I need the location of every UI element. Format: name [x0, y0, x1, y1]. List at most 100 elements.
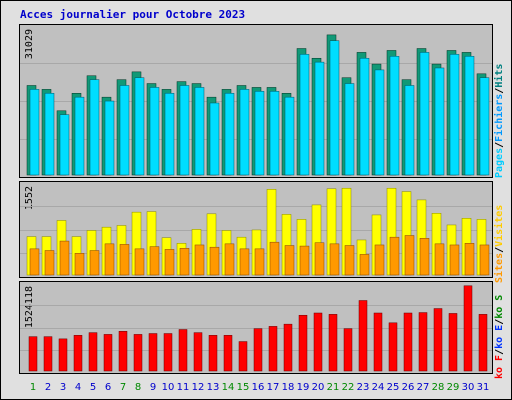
bar-fichiers	[419, 52, 430, 176]
bar-sites	[74, 253, 85, 276]
bar-sites	[404, 235, 415, 276]
bar-kof	[28, 336, 38, 372]
bar-kof	[343, 328, 353, 372]
bar-kof	[403, 312, 413, 372]
legend-visites: Visites	[494, 204, 505, 247]
bar-sites	[479, 244, 490, 276]
day-label: 10	[161, 382, 175, 393]
legend-fichiers: Fichiers	[494, 93, 505, 142]
legend-kos: ko S	[494, 294, 505, 319]
bar-sites	[149, 246, 160, 276]
bar-fichiers	[254, 91, 265, 176]
day-label: 11	[176, 382, 190, 393]
kb-legend: ko F/ko E/ko S	[494, 279, 510, 379]
bar-fichiers	[89, 79, 100, 176]
bar-fichiers	[404, 85, 415, 176]
day-label: 31	[476, 382, 490, 393]
day-label: 26	[401, 382, 415, 393]
kb-panel: 1524118	[19, 281, 493, 374]
legend-slash: /	[494, 141, 505, 148]
bar-sites	[464, 243, 475, 276]
bar-sites	[419, 238, 430, 276]
bar-fichiers	[164, 93, 175, 176]
bar-sites	[179, 248, 190, 276]
bar-fichiers	[119, 85, 130, 176]
bar-kof	[58, 338, 68, 372]
kb-chart	[20, 285, 492, 372]
bar-sites	[134, 248, 145, 276]
day-label: 9	[149, 382, 157, 393]
legend-slash: /	[494, 318, 505, 325]
bar-kof	[313, 312, 323, 372]
bar-sites	[299, 245, 310, 276]
bar-fichiers	[299, 54, 310, 176]
legend-slash: /	[494, 246, 505, 253]
day-label: 25	[386, 382, 400, 393]
bar-sites	[284, 245, 295, 276]
hits-legend: Pages/Fichiers/Hits	[494, 24, 510, 178]
day-label: 20	[311, 382, 325, 393]
day-label: 24	[371, 382, 385, 393]
day-label: 5	[89, 382, 97, 393]
bar-kof	[373, 312, 383, 372]
bar-sites	[59, 240, 70, 276]
bar-sites	[44, 250, 55, 276]
bar-sites	[314, 242, 325, 276]
bar-sites	[89, 250, 100, 276]
bar-sites	[449, 244, 460, 276]
legend-hits: Hits	[494, 63, 505, 88]
day-label: 4	[74, 382, 82, 393]
day-label: 28	[431, 382, 445, 393]
bar-fichiers	[74, 96, 85, 176]
bar-fichiers	[389, 56, 400, 176]
day-label: 2	[44, 382, 52, 393]
day-label: 19	[296, 382, 310, 393]
day-label: 27	[416, 382, 430, 393]
bar-sites	[374, 244, 385, 276]
bar-kof	[358, 300, 368, 372]
bar-sites	[224, 243, 235, 276]
day-label: 21	[326, 382, 340, 393]
bar-kof	[163, 333, 173, 372]
bar-fichiers	[269, 91, 280, 176]
bar-kof	[223, 335, 233, 372]
bar-kof	[388, 322, 398, 372]
bar-kof	[133, 334, 143, 372]
bar-fichiers	[59, 114, 70, 176]
bar-kof	[88, 332, 98, 372]
bar-kof	[193, 332, 203, 372]
bar-kof	[208, 335, 218, 372]
bar-kof	[253, 328, 263, 372]
hits-chart	[20, 34, 492, 176]
day-label: 13	[206, 382, 220, 393]
day-label: 22	[341, 382, 355, 393]
bar-sites	[269, 241, 280, 276]
bar-fichiers	[239, 89, 250, 176]
day-axis: 1 2 3 4 5 6 7 8 9 10 11 12 13 14 15 16 17 18 19 20 21 22 23 24 2…	[1, 382, 511, 396]
bar-kof	[298, 314, 308, 372]
bar-fichiers	[104, 100, 115, 176]
bar-sites	[254, 248, 265, 276]
legend-slash: /	[494, 87, 505, 94]
legend-koe: ko E	[494, 324, 505, 349]
bar-fichiers	[224, 93, 235, 176]
bar-kof	[283, 323, 293, 372]
bar-kof	[478, 314, 488, 372]
bar-kof	[118, 331, 128, 372]
bar-sites	[104, 243, 115, 276]
bar-fichiers	[314, 61, 325, 176]
bar-fichiers	[359, 57, 370, 176]
day-label: 14	[221, 382, 235, 393]
day-label: 8	[134, 382, 142, 393]
day-label: 6	[104, 382, 112, 393]
bar-fichiers	[374, 69, 385, 176]
bar-fichiers	[179, 85, 190, 176]
bar-kof	[73, 335, 83, 372]
bar-sites	[194, 244, 205, 276]
bar-fichiers	[344, 83, 355, 176]
bar-kof	[433, 308, 443, 372]
day-label: 17	[266, 382, 280, 393]
bar-kof	[268, 326, 278, 372]
bar-kof	[43, 336, 53, 372]
